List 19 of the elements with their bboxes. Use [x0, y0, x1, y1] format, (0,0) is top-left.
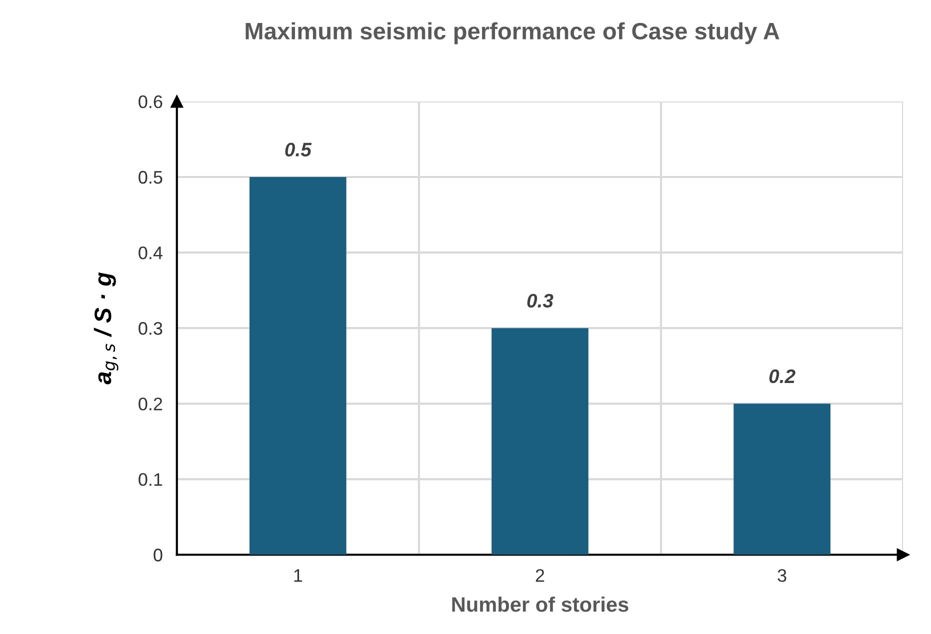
- chart-title: Maximum seismic performance of Case study A: [246, 22, 780, 44]
- data-label: 0.2: [769, 369, 796, 384]
- bar: [492, 328, 588, 555]
- data-label: 0.3: [527, 294, 554, 308]
- y-tick-label: 0.5: [138, 170, 162, 184]
- y-tick-label: 0.4: [138, 246, 162, 260]
- y-axis-title: a$_{g,s}$ / S · g: [94, 272, 118, 384]
- bar: [734, 404, 830, 555]
- x-tick-label: 2: [536, 569, 544, 582]
- y-tick-label: 0.2: [138, 398, 162, 410]
- x-tick-label: 3: [778, 569, 786, 582]
- x-axis-title: Number of stories: [452, 596, 628, 612]
- y-tick-label: 0.6: [138, 95, 162, 108]
- y-tick-label: 0: [154, 548, 162, 562]
- x-tick-label: 1: [294, 569, 302, 582]
- y-tick-label: 0.1: [138, 473, 162, 486]
- y-tick-label: 0.3: [138, 322, 162, 335]
- data-label: 0.5: [285, 142, 312, 156]
- bar: [250, 176, 346, 555]
